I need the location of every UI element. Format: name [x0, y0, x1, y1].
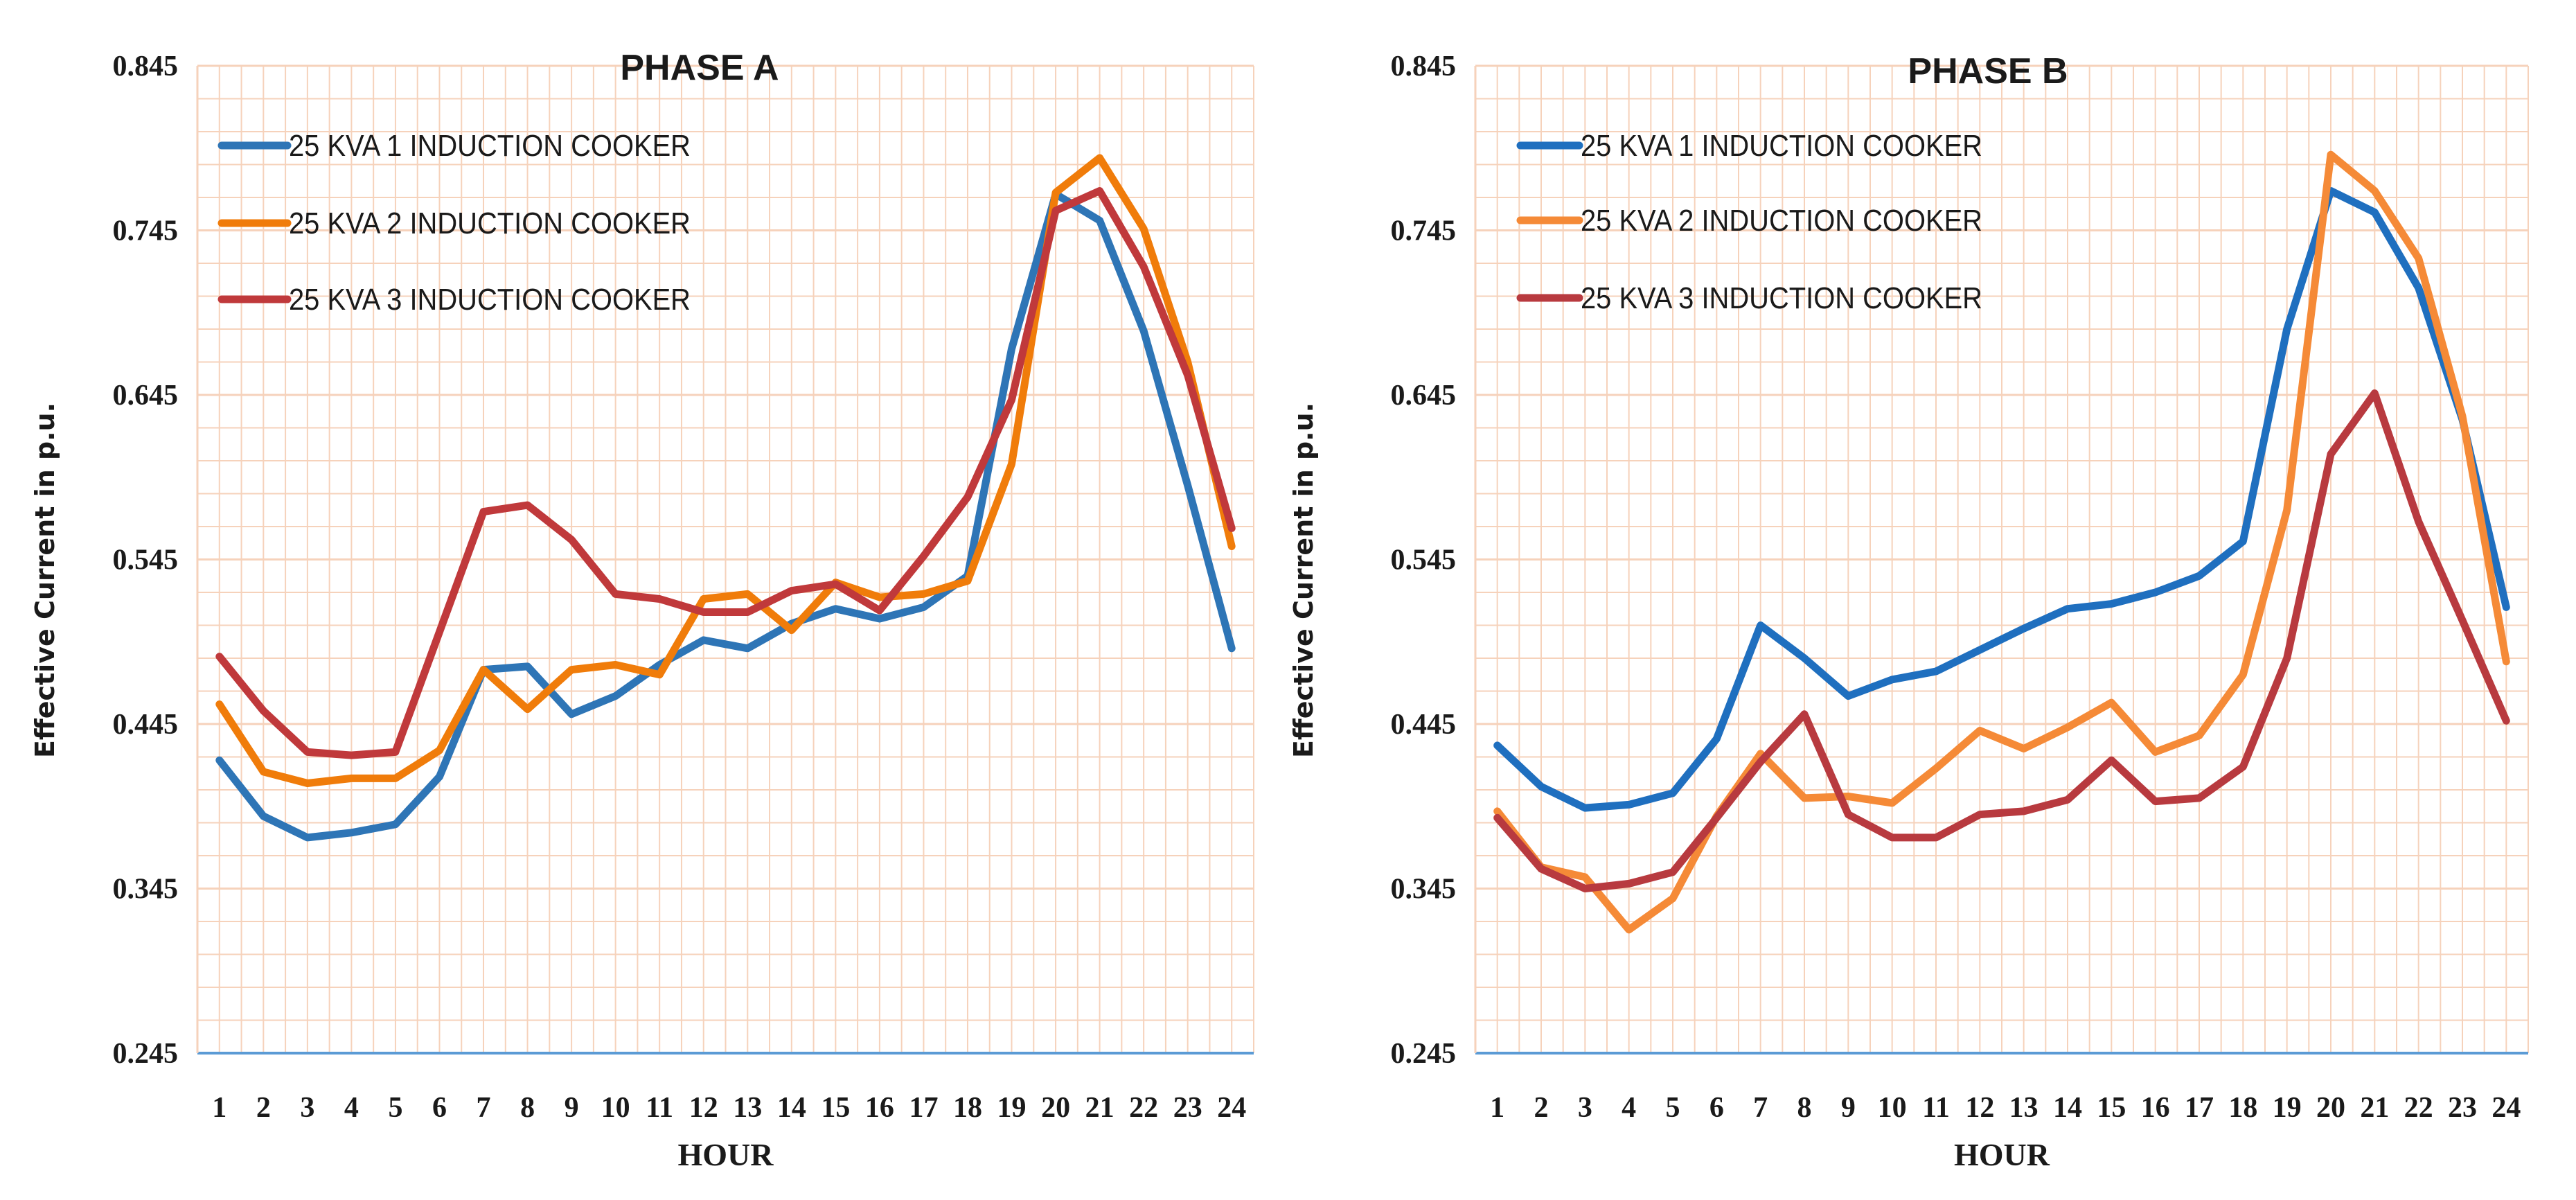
x-tick-label: 21 [1085, 1092, 1114, 1124]
x-tick-label: 2 [1534, 1092, 1549, 1124]
y-tick-label: 0.845 [1391, 51, 1457, 82]
x-tick-label: 8 [1797, 1092, 1812, 1124]
x-tick-label: 17 [909, 1092, 938, 1124]
y-tick-label: 0.245 [113, 1038, 179, 1070]
x-tick-label: 5 [1666, 1092, 1680, 1124]
x-tick-label: 16 [865, 1092, 894, 1124]
legend-label: 25 KVA 2 INDUCTION COOKER [1581, 204, 1982, 238]
x-tick-label: 7 [1753, 1092, 1768, 1124]
chart-title: PHASE B [1908, 51, 2068, 91]
x-tick-label: 10 [1878, 1092, 1907, 1124]
series-line-2 [215, 154, 1236, 787]
x-tick-label: 20 [1041, 1092, 1070, 1124]
series-line-3 [1493, 389, 2510, 892]
legend-label: 25 KVA 1 INDUCTION COOKER [1581, 129, 1982, 163]
x-tick-label: 13 [733, 1092, 762, 1124]
series-line-3 [215, 187, 1236, 759]
x-tick-label: 3 [300, 1092, 314, 1124]
x-tick-label: 20 [2316, 1092, 2345, 1124]
chart-title: PHASE A [620, 48, 779, 88]
x-tick-label: 5 [388, 1092, 402, 1124]
y-tick-label: 0.745 [113, 215, 179, 247]
x-tick-label: 6 [432, 1092, 447, 1124]
x-tick-label: 17 [2185, 1092, 2214, 1124]
x-tick-label: 15 [821, 1092, 850, 1124]
x-tick-label: 18 [2228, 1092, 2257, 1124]
x-tick-label: 15 [2097, 1092, 2126, 1124]
legend-label: 25 KVA 3 INDUCTION COOKER [289, 283, 691, 317]
x-tick-label: 3 [1578, 1092, 1592, 1124]
x-tick-label: 4 [1622, 1092, 1636, 1124]
y-tick-label: 0.545 [1391, 545, 1457, 576]
x-axis-label: HOUR [678, 1137, 774, 1172]
x-tick-label: 22 [1129, 1092, 1158, 1124]
x-tick-label: 9 [565, 1092, 579, 1124]
legend-label: 25 KVA 1 INDUCTION COOKER [289, 129, 691, 163]
x-tick-label: 1 [1490, 1092, 1504, 1124]
x-tick-label: 13 [2009, 1092, 2038, 1124]
x-tick-label: 22 [2404, 1092, 2433, 1124]
x-tick-label: 21 [2360, 1092, 2389, 1124]
x-tick-label: 6 [1709, 1092, 1724, 1124]
y-axis-label: Effective Current in p.u. [1288, 403, 1319, 758]
x-tick-label: 12 [1965, 1092, 1994, 1124]
x-tick-label: 16 [2141, 1092, 2170, 1124]
x-tick-label: 8 [520, 1092, 535, 1124]
x-tick-label: 1 [212, 1092, 226, 1124]
x-tick-label: 11 [1922, 1092, 1950, 1124]
x-tick-label: 7 [477, 1092, 491, 1124]
legend-label: 25 KVA 3 INDUCTION COOKER [1581, 281, 1982, 315]
x-tick-label: 12 [689, 1092, 718, 1124]
chart-phase-b: PHASE B 0.245 0.345 0.445 0.545 0.645 0.745 0.8… [1288, 51, 2529, 1172]
y-tick-label: 0.345 [113, 874, 179, 906]
x-tick-label: 11 [646, 1092, 673, 1124]
y-tick-label: 0.645 [113, 380, 179, 412]
y-axis-label: Effective Current in p.u. [30, 403, 60, 758]
plot-grid [197, 64, 1254, 1055]
x-tick-label: 14 [2053, 1092, 2082, 1124]
y-tick-label: 0.545 [113, 545, 179, 576]
x-tick-label: 14 [777, 1092, 806, 1124]
y-tick-label: 0.845 [113, 51, 179, 82]
x-tick-label: 10 [601, 1092, 630, 1124]
y-tick-label: 0.645 [1391, 380, 1457, 412]
x-tick-label: 4 [344, 1092, 359, 1124]
legend: 25 KVA 1 INDUCTION COOKER 25 KVA 2 INDUCT… [217, 129, 691, 317]
x-tick-label: 19 [997, 1092, 1027, 1124]
x-tick-label: 9 [1841, 1092, 1856, 1124]
legend-label: 25 KVA 2 INDUCTION COOKER [289, 206, 691, 240]
x-tick-label: 19 [2273, 1092, 2302, 1124]
x-tick-label: 23 [1173, 1092, 1202, 1124]
y-tick-label: 0.245 [1391, 1038, 1457, 1070]
series-line-1 [215, 190, 1236, 842]
legend: 25 KVA 1 INDUCTION COOKER 25 KVA 2 INDUCT… [1516, 129, 1982, 315]
x-tick-label: 18 [953, 1092, 982, 1124]
y-tick-label: 0.745 [1391, 215, 1457, 247]
chart-phase-a: PHASE A 0.245 0.345 0.445 0.545 0.645 0.745 0.8… [30, 48, 1254, 1172]
series-line-1 [1493, 187, 2510, 812]
y-tick-label: 0.445 [1391, 709, 1457, 741]
y-tick-label: 0.345 [1391, 874, 1457, 906]
series-line-2 [1493, 150, 2510, 934]
x-tick-label: 2 [256, 1092, 271, 1124]
x-axis-label: HOUR [1954, 1137, 2050, 1172]
x-tick-label: 23 [2448, 1092, 2477, 1124]
y-tick-label: 0.445 [113, 709, 179, 741]
x-tick-label: 24 [1217, 1092, 1246, 1124]
x-tick-label: 24 [2491, 1092, 2521, 1124]
